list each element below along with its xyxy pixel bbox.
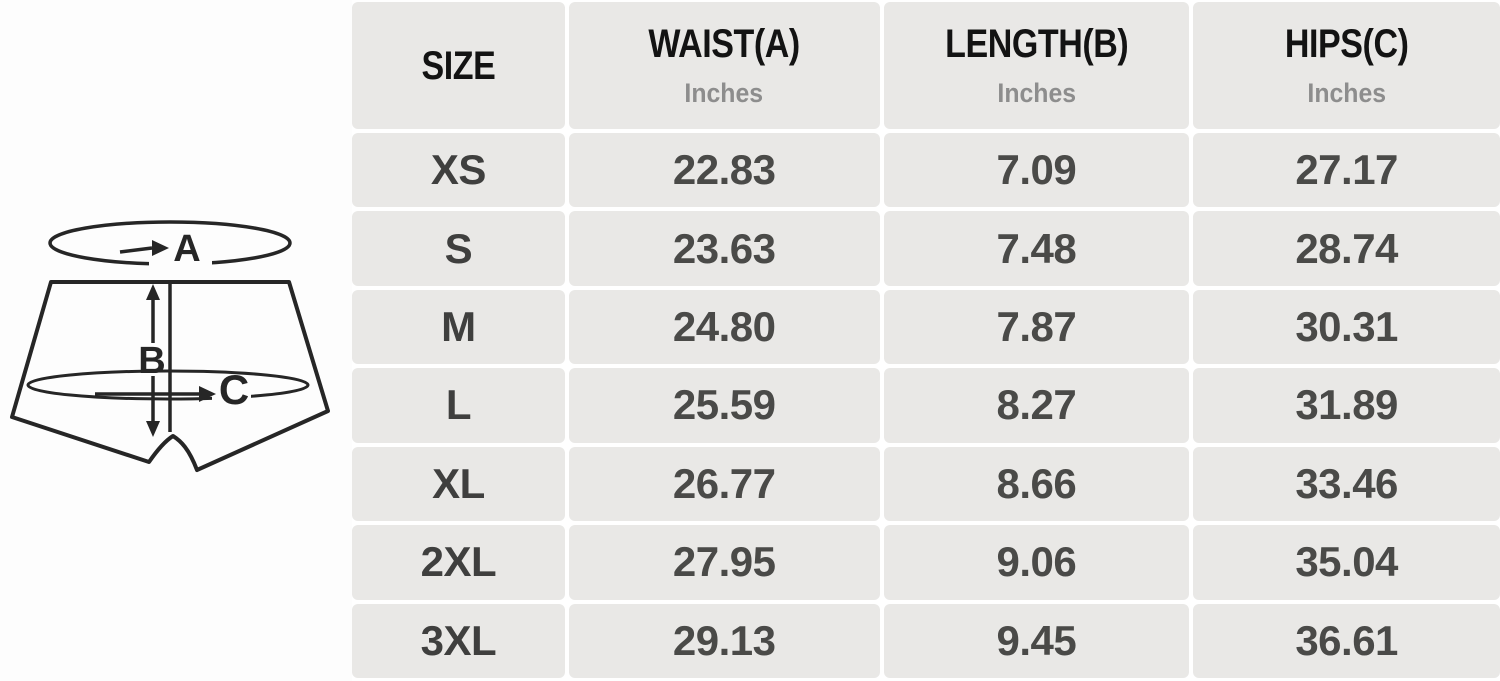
measurement-value-cell: 7.48 (883, 211, 1190, 286)
column-header-size: SIZE (352, 2, 565, 129)
measurement-value-cell: 23.63 (568, 211, 880, 286)
size-label-cell: XS (352, 133, 565, 208)
measurement-value-cell: 36.61 (1193, 603, 1500, 678)
measurement-diagram: A B C (0, 0, 352, 681)
size-label-cell: M (352, 289, 565, 365)
measurement-value-cell: 9.06 (883, 525, 1190, 600)
column-header-unit: Inches (1307, 78, 1386, 108)
column-header-hips: HIPS(C) Inches (1193, 2, 1500, 129)
size-label-cell: S (352, 211, 565, 286)
measurement-value-cell: 31.89 (1193, 368, 1500, 443)
measurement-value-cell: 28.74 (1193, 211, 1500, 286)
column-header-label: LENGTH(B) (944, 22, 1129, 66)
waist-label: A (173, 228, 200, 270)
size-label-cell: XL (352, 446, 565, 522)
hips-ellipse (26, 369, 310, 401)
hips-label: C (219, 366, 249, 413)
measurement-value-cell: 25.59 (568, 368, 880, 443)
measurement-value-cell: 8.66 (883, 446, 1190, 522)
measurement-value-cell: 7.09 (883, 133, 1190, 208)
measurement-value-cell: 22.83 (568, 133, 880, 208)
measurement-value-cell: 35.04 (1193, 525, 1500, 600)
column-header-label: WAIST(A) (648, 22, 800, 66)
length-arrowhead-down-icon (146, 421, 160, 437)
measurement-value-cell: 33.46 (1193, 446, 1500, 522)
measurement-value-cell: 9.45 (883, 603, 1190, 678)
column-header-unit: Inches (997, 78, 1076, 108)
column-header-unit: Inches (684, 78, 764, 108)
column-header-label: HIPS(C) (1284, 22, 1409, 66)
measurement-value-cell: 26.77 (568, 446, 880, 522)
waist-arrowhead-icon (152, 240, 169, 256)
size-label-cell: 2XL (352, 525, 565, 600)
measurement-value-cell: 7.87 (883, 289, 1190, 365)
column-header-label: SIZE (421, 43, 496, 88)
column-header-waist: WAIST(A) Inches (568, 2, 880, 129)
measurement-value-cell: 8.27 (883, 368, 1190, 443)
measurement-value-cell: 30.31 (1193, 289, 1500, 365)
shorts-sketch: A B C (10, 220, 330, 472)
hips-arrowhead-icon (199, 386, 216, 402)
measurement-value-cell: 24.80 (568, 289, 880, 365)
size-label-cell: 3XL (352, 603, 565, 678)
measurement-value-cell: 27.95 (568, 525, 880, 600)
measurement-value-cell: 29.13 (568, 603, 880, 678)
waist-arrow-icon (119, 246, 153, 254)
size-label-cell: L (352, 368, 565, 443)
hips-label-gap (212, 388, 251, 404)
column-header-length: LENGTH(B) Inches (883, 2, 1190, 129)
length-label: B (138, 340, 165, 382)
length-arrowhead-up-icon (146, 284, 160, 300)
measurement-value-cell: 27.17 (1193, 133, 1500, 208)
size-table: SIZE WAIST(A) Inches LENGTH(B) Inches HI… (352, 0, 1500, 681)
